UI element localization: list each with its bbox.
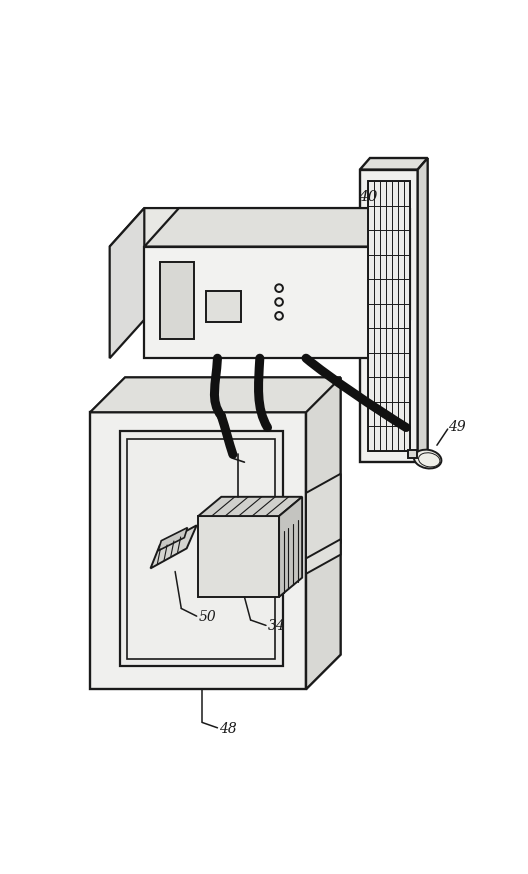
Polygon shape <box>110 208 144 358</box>
Polygon shape <box>150 525 196 568</box>
Polygon shape <box>360 170 418 462</box>
Polygon shape <box>408 450 417 458</box>
Text: 34: 34 <box>268 619 285 633</box>
Polygon shape <box>198 516 279 597</box>
Circle shape <box>275 312 283 320</box>
Polygon shape <box>367 181 410 451</box>
Text: 49: 49 <box>448 420 466 434</box>
Text: 48: 48 <box>219 722 237 736</box>
Polygon shape <box>90 378 341 413</box>
Circle shape <box>275 284 283 292</box>
Ellipse shape <box>414 449 441 468</box>
Polygon shape <box>144 246 375 358</box>
Polygon shape <box>144 208 410 246</box>
Polygon shape <box>120 432 283 666</box>
Polygon shape <box>158 528 187 551</box>
Polygon shape <box>90 413 306 690</box>
Polygon shape <box>127 439 275 658</box>
Polygon shape <box>206 291 241 322</box>
Polygon shape <box>279 496 302 597</box>
Polygon shape <box>198 496 302 516</box>
Polygon shape <box>306 539 341 574</box>
Polygon shape <box>418 158 428 462</box>
Text: 50: 50 <box>198 610 216 624</box>
Polygon shape <box>90 378 341 413</box>
Polygon shape <box>160 262 194 339</box>
Polygon shape <box>306 474 341 562</box>
Polygon shape <box>375 208 410 358</box>
Text: 40: 40 <box>358 190 378 204</box>
Circle shape <box>275 298 283 306</box>
Polygon shape <box>360 158 428 170</box>
Polygon shape <box>306 378 341 690</box>
Polygon shape <box>110 208 410 246</box>
